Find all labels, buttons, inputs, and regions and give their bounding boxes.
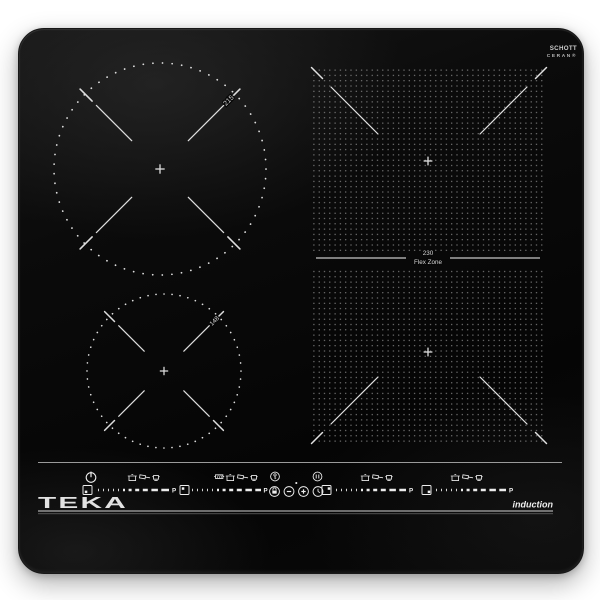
cookware-icons-group-1 <box>127 474 160 482</box>
pause-icon <box>315 474 320 479</box>
schott-text: SCHOTT <box>550 45 577 52</box>
flex-dot-grid-bottom <box>313 268 545 442</box>
zone-corner-ticks <box>103 310 225 432</box>
boost-label[interactable]: P <box>264 488 268 495</box>
pan-icon <box>372 474 384 480</box>
zone-rear-left: 215 <box>53 62 267 276</box>
zone-cross-lines <box>118 325 210 417</box>
zone-select-icon[interactable] <box>179 485 190 495</box>
zone-select-icon[interactable] <box>82 485 93 495</box>
plus-icon <box>301 489 306 494</box>
pot-icon <box>225 474 235 482</box>
zone-dotted-ring <box>86 293 242 449</box>
cookware-icons-group-2 <box>214 474 258 482</box>
lock-icon <box>272 487 277 491</box>
casserole-icon <box>152 475 160 481</box>
zone-front-left: 148 <box>86 293 242 449</box>
grill-icon <box>214 474 225 479</box>
flex-name-label: Flex Zone <box>414 259 442 266</box>
zone-center-cross <box>159 366 169 376</box>
zone-flex-right: 230 Flex Zone <box>310 66 548 445</box>
power-slider-4[interactable]: P <box>421 485 513 495</box>
child-lock-button[interactable] <box>270 471 280 482</box>
schott-ceran-logo: SCHOTT CERAN® <box>547 45 577 59</box>
function-buttons <box>269 471 324 497</box>
zone-dotted-ring <box>53 62 267 276</box>
zone-corner-ticks <box>79 88 241 250</box>
zone-select-icon[interactable] <box>321 485 332 495</box>
clock-icon <box>317 488 321 493</box>
boost-label[interactable]: P <box>509 488 513 495</box>
power-button[interactable] <box>85 471 97 483</box>
boost-label[interactable]: P <box>172 488 176 495</box>
pan-icon <box>462 474 474 480</box>
flex-zone-label: 230 Flex Zone <box>316 249 540 267</box>
casserole-icon <box>475 475 483 481</box>
pan-icon <box>237 474 249 480</box>
power-slider-2[interactable]: P <box>179 485 268 495</box>
zone-cross-lines <box>95 104 225 234</box>
pause-button[interactable] <box>312 471 323 482</box>
cookware-icons-group-4 <box>450 474 483 482</box>
casserole-icon <box>385 475 393 481</box>
flex-center-cross-top <box>423 156 433 166</box>
flex-center-cross-bottom <box>423 347 433 357</box>
pot-icon <box>127 474 137 482</box>
induction-label: induction <box>513 500 554 510</box>
pot-icon <box>450 474 460 482</box>
casserole-icon <box>250 475 258 481</box>
minus-button[interactable] <box>283 486 295 497</box>
lock-button[interactable] <box>269 486 280 497</box>
plus-button[interactable] <box>298 486 309 497</box>
teka-logo: TEKA <box>38 495 128 512</box>
power-slider-3[interactable]: P <box>321 485 413 495</box>
cookware-icons-group-3 <box>360 474 393 482</box>
zone-center-cross <box>155 164 165 174</box>
control-panel: P P <box>38 462 562 497</box>
flex-width-label: 230 <box>423 250 434 257</box>
boost-label[interactable]: P <box>409 488 413 495</box>
zone-select-icon[interactable] <box>421 485 432 495</box>
dot-indicator <box>295 481 298 485</box>
pot-icon <box>360 474 370 482</box>
ceran-text: CERAN® <box>547 52 577 59</box>
key-icon <box>273 473 277 480</box>
brand-row: TEKA induction <box>38 495 554 515</box>
power-slider-1[interactable]: P <box>82 485 176 495</box>
flex-corner-marks <box>310 66 548 445</box>
timer-button[interactable] <box>312 486 324 497</box>
pan-icon <box>139 474 151 480</box>
flex-dot-grid-top <box>313 69 545 251</box>
